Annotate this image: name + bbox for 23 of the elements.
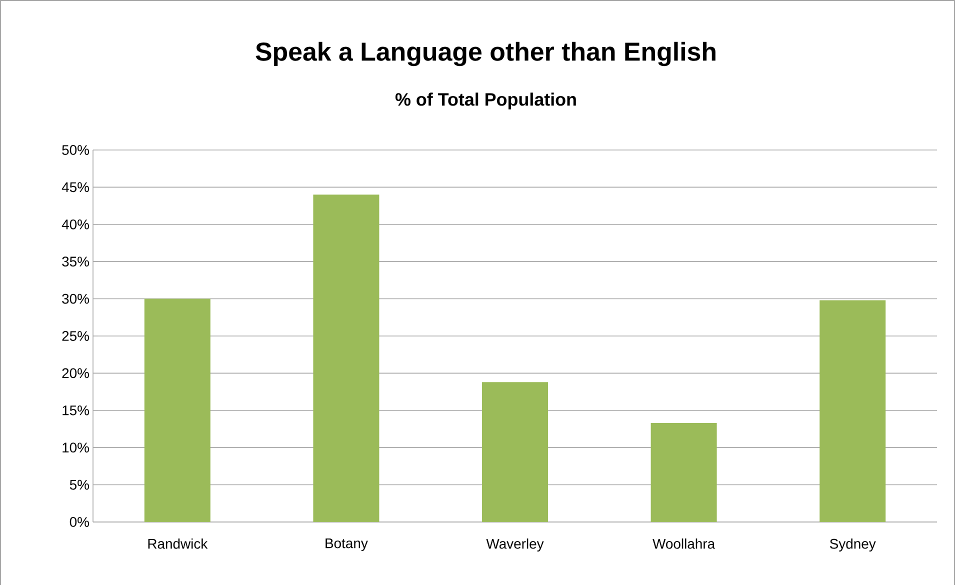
bar xyxy=(144,298,210,522)
chart-subtitle: % of Total Population xyxy=(395,92,576,110)
x-tick-label: Randwick xyxy=(148,538,208,549)
y-tick-label: 10% xyxy=(62,442,89,453)
chart-title: Speak a Language other than English xyxy=(256,42,716,66)
bar xyxy=(820,300,886,522)
y-tick-label: 35% xyxy=(62,256,89,267)
y-tick-label: 15% xyxy=(62,405,89,416)
y-tick-label: 20% xyxy=(62,368,89,378)
x-tick-label: Waverley xyxy=(486,538,544,552)
bar xyxy=(482,382,548,522)
x-tick-label: Woollahra xyxy=(652,538,716,549)
y-tick-label: 30% xyxy=(62,294,89,304)
y-tick-label: 45% xyxy=(62,182,89,192)
y-tick-label: 40% xyxy=(62,219,89,230)
y-tick-label: 0% xyxy=(70,517,89,527)
x-tick-label: Sydney xyxy=(830,538,876,552)
bar xyxy=(313,194,380,522)
y-tick-label: 5% xyxy=(70,480,89,490)
x-tick-label: Botany xyxy=(326,538,368,551)
y-tick-label: 25% xyxy=(62,331,89,341)
y-tick-label: 50% xyxy=(62,145,89,155)
bar xyxy=(650,423,717,522)
